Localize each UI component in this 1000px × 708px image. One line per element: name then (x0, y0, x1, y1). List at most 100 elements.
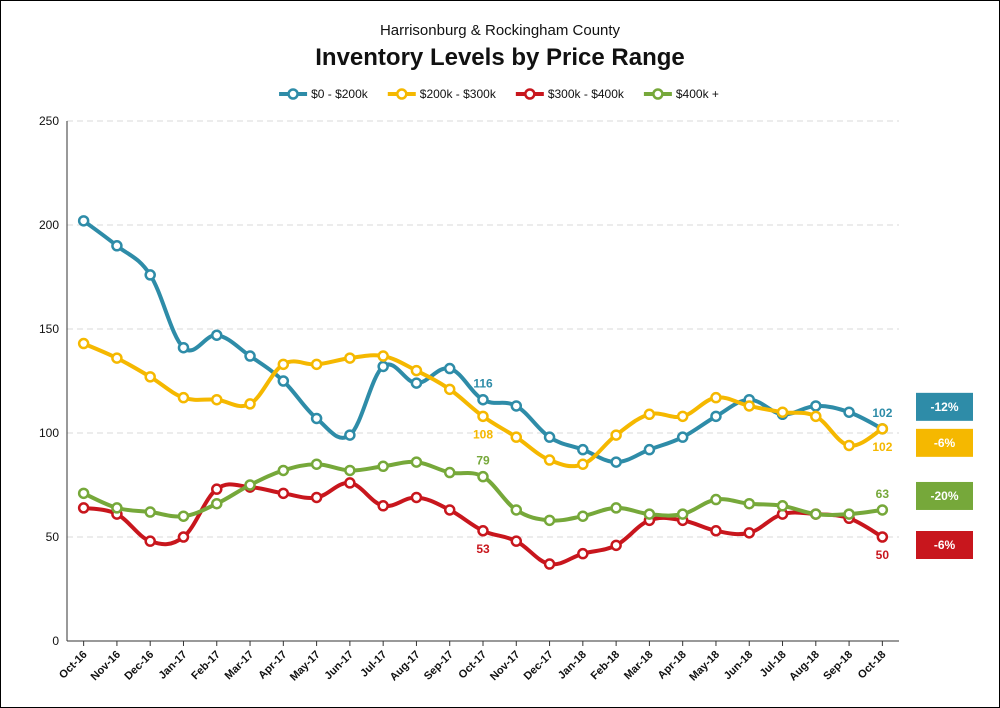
series-200k-300k (77, 337, 889, 470)
data-point-300k-400k-jan-18 (577, 547, 589, 560)
data-point-300k-400k-apr-17 (277, 487, 290, 500)
legend-swatch-marker (287, 88, 299, 100)
data-label-200k-300k-oct-17: 108 (473, 427, 493, 441)
legend-item-400k: $400k + (643, 87, 719, 101)
data-point-0-200k-may-17 (310, 412, 323, 425)
chart-legend: $0 - $200k $200k - $300k $300k - $400k $400… (279, 87, 719, 101)
data-point-200k-300k-sep-18 (843, 439, 855, 452)
data-point-400k-sep-18 (843, 508, 855, 520)
data-point-200k-300k-oct-17 (477, 410, 489, 423)
data-point-200k-300k-sep-17 (443, 383, 456, 396)
data-point-0-200k-mar-17 (244, 350, 256, 362)
legend-swatch-marker (652, 88, 664, 100)
data-point-200k-300k-jun-17 (344, 352, 356, 364)
data-point-0-200k-oct-16 (77, 215, 90, 227)
change-badge-text-1: -12% (930, 400, 958, 414)
data-point-0-200k-aug-18 (810, 400, 822, 412)
data-point-300k-400k-oct-16 (77, 502, 90, 514)
x-tick-label-sep-17: Sep-17 (422, 649, 456, 683)
data-point-400k-apr-18 (676, 508, 689, 520)
data-point-200k-300k-apr-17 (277, 358, 290, 371)
data-point-200k-300k-aug-18 (810, 410, 822, 423)
x-tick-label-sep-18: Sep-18 (821, 649, 855, 683)
data-point-0-200k-jan-18 (577, 443, 589, 456)
data-point-400k-may-18 (710, 493, 722, 506)
series-400k (77, 456, 889, 527)
data-label-0-200k-oct-18: 102 (872, 406, 892, 420)
legend-item-300k-400k: $300k - $400k (515, 87, 625, 101)
x-tick-label-jan-18: Jan-18 (556, 649, 589, 682)
data-point-300k-400k-dec-16 (144, 535, 156, 547)
change-badge-1 (916, 392, 973, 421)
data-point-400k-sep-17 (443, 466, 456, 479)
data-point-200k-300k-nov-17 (510, 431, 523, 443)
x-tick-label-dec-17: Dec-17 (522, 649, 556, 683)
x-tick-label-jun-18: Jun-18 (722, 649, 756, 683)
legend-item-0-200k: $0 - $200k (279, 87, 369, 101)
y-tick-label-0: 0 (52, 634, 59, 648)
data-point-300k-400k-aug-17 (410, 491, 423, 504)
data-point-200k-300k-mar-17 (244, 398, 256, 410)
data-point-300k-400k-sep-17 (443, 504, 456, 516)
legend-label-0-200k: $0 - $200k (311, 87, 369, 101)
data-point-0-200k-feb-17 (211, 329, 223, 341)
x-tick-label-may-17: May-17 (288, 649, 323, 684)
data-point-400k-feb-17 (211, 497, 223, 510)
series-300k-400k (77, 477, 889, 570)
data-point-0-200k-sep-18 (843, 406, 855, 418)
data-point-300k-400k-dec-17 (543, 558, 556, 570)
data-point-300k-400k-jul-17 (377, 500, 389, 512)
y-axis: 0 50 100 150 200 250 (39, 114, 68, 648)
data-point-400k-jun-18 (743, 497, 755, 510)
data-label-400k-oct-18: 63 (876, 487, 890, 501)
data-point-300k-400k-nov-17 (510, 535, 523, 547)
x-tick-label-oct-18: Oct-18 (856, 649, 889, 682)
series-line-400k (81, 459, 885, 523)
data-point-200k-300k-jul-18 (776, 406, 789, 418)
data-point-300k-400k-feb-17 (211, 483, 223, 495)
data-point-400k-aug-18 (810, 508, 822, 520)
data-point-300k-400k-jun-18 (743, 527, 755, 539)
data-point-400k-dec-16 (144, 506, 156, 518)
x-tick-label-dec-16: Dec-16 (122, 649, 156, 683)
data-point-0-200k-mar-18 (643, 443, 656, 456)
data-point-0-200k-nov-17 (510, 400, 523, 412)
x-tick-label-jan-17: Jan-17 (156, 649, 189, 682)
data-label-400k-oct-17: 79 (476, 454, 490, 468)
data-point-300k-400k-jan-17 (177, 531, 190, 543)
x-tick-label-jun-17: Jun-17 (322, 649, 356, 683)
data-point-0-200k-aug-17 (410, 377, 423, 389)
legend-label-300k-400k: $300k - $400k (548, 87, 625, 101)
gridlines (67, 120, 899, 538)
data-point-400k-jan-17 (177, 510, 190, 522)
x-tick-label-jul-17: Jul-17 (358, 649, 389, 680)
legend-swatch-marker (396, 88, 408, 100)
data-point-200k-300k-jan-18 (577, 458, 589, 470)
data-point-300k-400k-oct-18 (876, 531, 889, 543)
legend-label-200k-300k: $200k - $300k (420, 87, 497, 101)
data-point-300k-400k-oct-17 (477, 525, 489, 537)
x-tick-label-mar-18: Mar-18 (622, 649, 656, 683)
data-point-200k-300k-aug-17 (410, 364, 423, 377)
data-point-200k-300k-feb-17 (211, 393, 223, 406)
change-badge-text-4: -6% (934, 538, 956, 552)
data-point-300k-400k-jun-17 (344, 477, 356, 489)
change-badge-text-2: -6% (934, 436, 956, 450)
data-point-200k-300k-mar-18 (643, 408, 656, 421)
data-point-400k-apr-17 (277, 464, 290, 477)
x-tick-label-feb-17: Feb-17 (189, 649, 223, 683)
data-point-200k-300k-dec-16 (144, 371, 156, 383)
data-point-0-200k-jul-17 (377, 360, 389, 373)
change-badge-4 (916, 531, 973, 559)
x-tick-label-nov-17: Nov-17 (488, 649, 522, 683)
y-tick-label-250: 250 (39, 114, 59, 128)
data-label-200k-300k-oct-18: 102 (872, 440, 892, 454)
data-point-400k-jun-17 (344, 464, 356, 477)
data-point-0-200k-jun-17 (344, 429, 356, 441)
x-tick-label-oct-17: Oct-17 (456, 649, 489, 682)
data-point-0-200k-apr-17 (277, 375, 290, 387)
data-point-300k-400k-feb-18 (610, 539, 622, 552)
data-point-300k-400k-may-17 (310, 491, 323, 504)
data-point-200k-300k-jul-17 (377, 350, 389, 362)
